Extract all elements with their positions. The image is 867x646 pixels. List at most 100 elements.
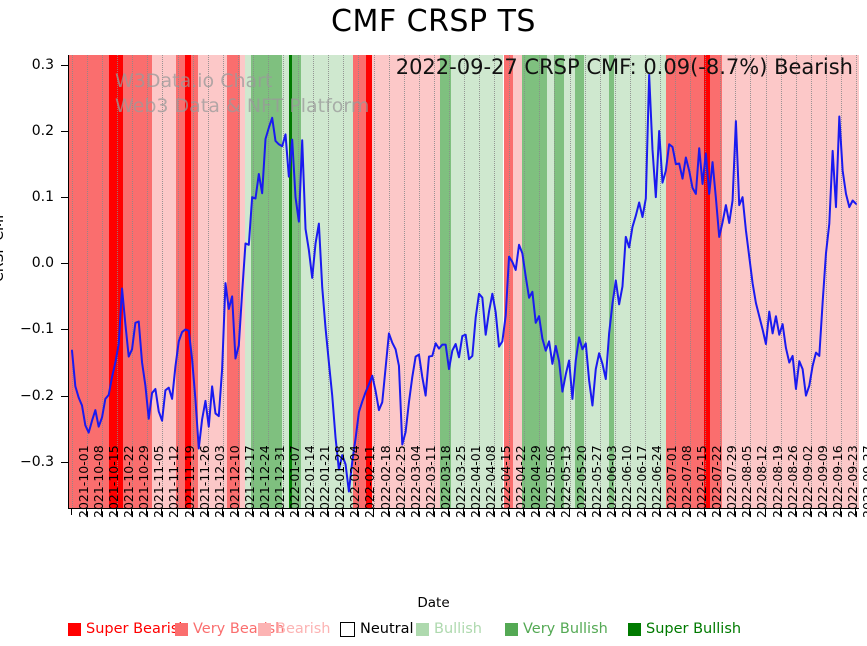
- x-tick-label: 2021-12-31: [272, 445, 287, 518]
- gridline: [87, 55, 89, 508]
- plot-area: W3Data.io Chart Web3 Data & NFT Platform …: [68, 55, 859, 509]
- legend-item-bullish[interactable]: Bullish: [416, 619, 482, 639]
- y-tick: [61, 197, 68, 199]
- x-tick: [839, 508, 841, 515]
- gridline: [237, 55, 239, 508]
- gridline: [690, 55, 692, 508]
- gridline: [735, 55, 737, 508]
- x-tick-label: 2022-05-20: [573, 445, 589, 518]
- y-tick: [61, 461, 68, 463]
- legend-item-super-bearish[interactable]: Super Bearish: [68, 619, 188, 639]
- gridline: [705, 55, 707, 508]
- legend-item-bearish[interactable]: Bearish: [258, 619, 331, 639]
- x-tick-label: 2022-07-29: [724, 445, 740, 518]
- x-tick-label: 2022-04-15: [498, 445, 514, 518]
- gridline: [283, 55, 285, 508]
- x-tick: [809, 508, 811, 515]
- gridline: [433, 55, 435, 508]
- x-tick: [327, 508, 329, 515]
- gridline: [675, 55, 677, 508]
- x-tick: [236, 508, 238, 515]
- x-tick-label: 2022-06-17: [633, 445, 649, 518]
- regime-band-super-bearish: [185, 55, 191, 508]
- x-tick: [101, 508, 103, 515]
- x-tick: [568, 508, 570, 515]
- x-tick: [387, 508, 389, 515]
- x-tick: [508, 508, 510, 515]
- gridline: [207, 55, 209, 508]
- x-tick-label: 2021-10-01: [76, 445, 91, 518]
- legend-label: Bearish: [276, 621, 331, 637]
- regime-band-very-bearish: [666, 55, 705, 508]
- x-tick-label: 2021-11-12: [166, 445, 182, 518]
- gridline: [448, 55, 450, 508]
- regime-band-bearish: [721, 55, 859, 508]
- x-tick-label: 2022-05-13: [558, 445, 574, 518]
- gridline: [539, 55, 541, 508]
- legend-label: Super Bullish: [646, 621, 742, 637]
- y-tick: [61, 64, 68, 66]
- x-tick-label: 2022-04-22: [513, 445, 529, 518]
- gridline: [298, 55, 300, 508]
- gridline: [494, 55, 496, 508]
- legend-label: Bullish: [434, 621, 482, 637]
- gridline: [644, 55, 646, 508]
- x-tick-label: 2022-04-08: [483, 445, 499, 518]
- gridline: [584, 55, 586, 508]
- gridline: [147, 55, 149, 508]
- gridline: [388, 55, 390, 508]
- regime-band-very-bearish: [710, 55, 722, 508]
- cmf-line-series: [71, 73, 857, 493]
- gridline: [328, 55, 330, 508]
- x-tick: [764, 508, 766, 515]
- x-tick-label: 2022-01-14: [302, 445, 318, 518]
- x-tick-label: 2022-07-15: [694, 445, 710, 518]
- x-tick-label: 2022-06-03: [603, 445, 619, 518]
- x-tick-label: 2022-01-21: [317, 445, 333, 518]
- x-tick: [372, 508, 374, 515]
- gridline: [313, 55, 315, 508]
- gridline: [524, 55, 526, 508]
- x-tick: [659, 508, 660, 515]
- x-tick-label: 2022-06-24: [648, 445, 664, 518]
- y-tick: [61, 329, 68, 331]
- regime-band-bearish: [197, 55, 227, 508]
- legend-label: Super Bearish: [86, 621, 188, 637]
- x-tick: [523, 508, 525, 515]
- x-tick-label: 2022-06-10: [618, 445, 634, 518]
- x-tick: [342, 508, 344, 515]
- gridline: [464, 55, 465, 508]
- regime-band-very-bullish: [291, 55, 302, 508]
- x-tick-label: 2022-03-18: [437, 445, 453, 518]
- gridline: [252, 55, 254, 508]
- x-tick-label: 2021-11-05: [151, 445, 167, 518]
- x-tick-label: 2021-12-10: [226, 445, 242, 518]
- gridline: [132, 55, 134, 508]
- legend-label: Neutral: [360, 621, 414, 637]
- legend-item-super-bullish[interactable]: Super Bullish: [628, 619, 741, 639]
- x-tick-label: 2022-01-07: [287, 445, 303, 518]
- x-tick: [297, 508, 299, 515]
- regime-band-very-bearish: [190, 55, 198, 508]
- regime-band-very-bearish: [353, 55, 367, 508]
- x-tick: [734, 508, 736, 515]
- x-tick: [749, 508, 751, 515]
- legend-item-neutral[interactable]: Neutral: [340, 619, 414, 639]
- x-tick-label: 2022-09-02: [799, 445, 815, 518]
- x-tick-label: 2021-10-22: [121, 445, 137, 518]
- x-tick-label: 2022-01-28: [332, 445, 348, 518]
- x-tick: [643, 508, 645, 515]
- y-tick-label: −0.2: [20, 387, 54, 404]
- gridline: [660, 55, 661, 508]
- x-tick: [794, 508, 796, 515]
- gridline: [810, 55, 812, 508]
- x-tick-label: 2022-03-25: [452, 445, 468, 518]
- gridline: [629, 55, 631, 508]
- x-tick: [613, 508, 615, 515]
- gridline: [72, 55, 73, 508]
- legend-item-very-bullish[interactable]: Very Bullish: [505, 619, 608, 639]
- regime-band-bullish: [245, 55, 252, 508]
- x-axis-title: Date: [417, 595, 450, 611]
- x-tick: [704, 508, 706, 515]
- x-tick: [206, 508, 208, 515]
